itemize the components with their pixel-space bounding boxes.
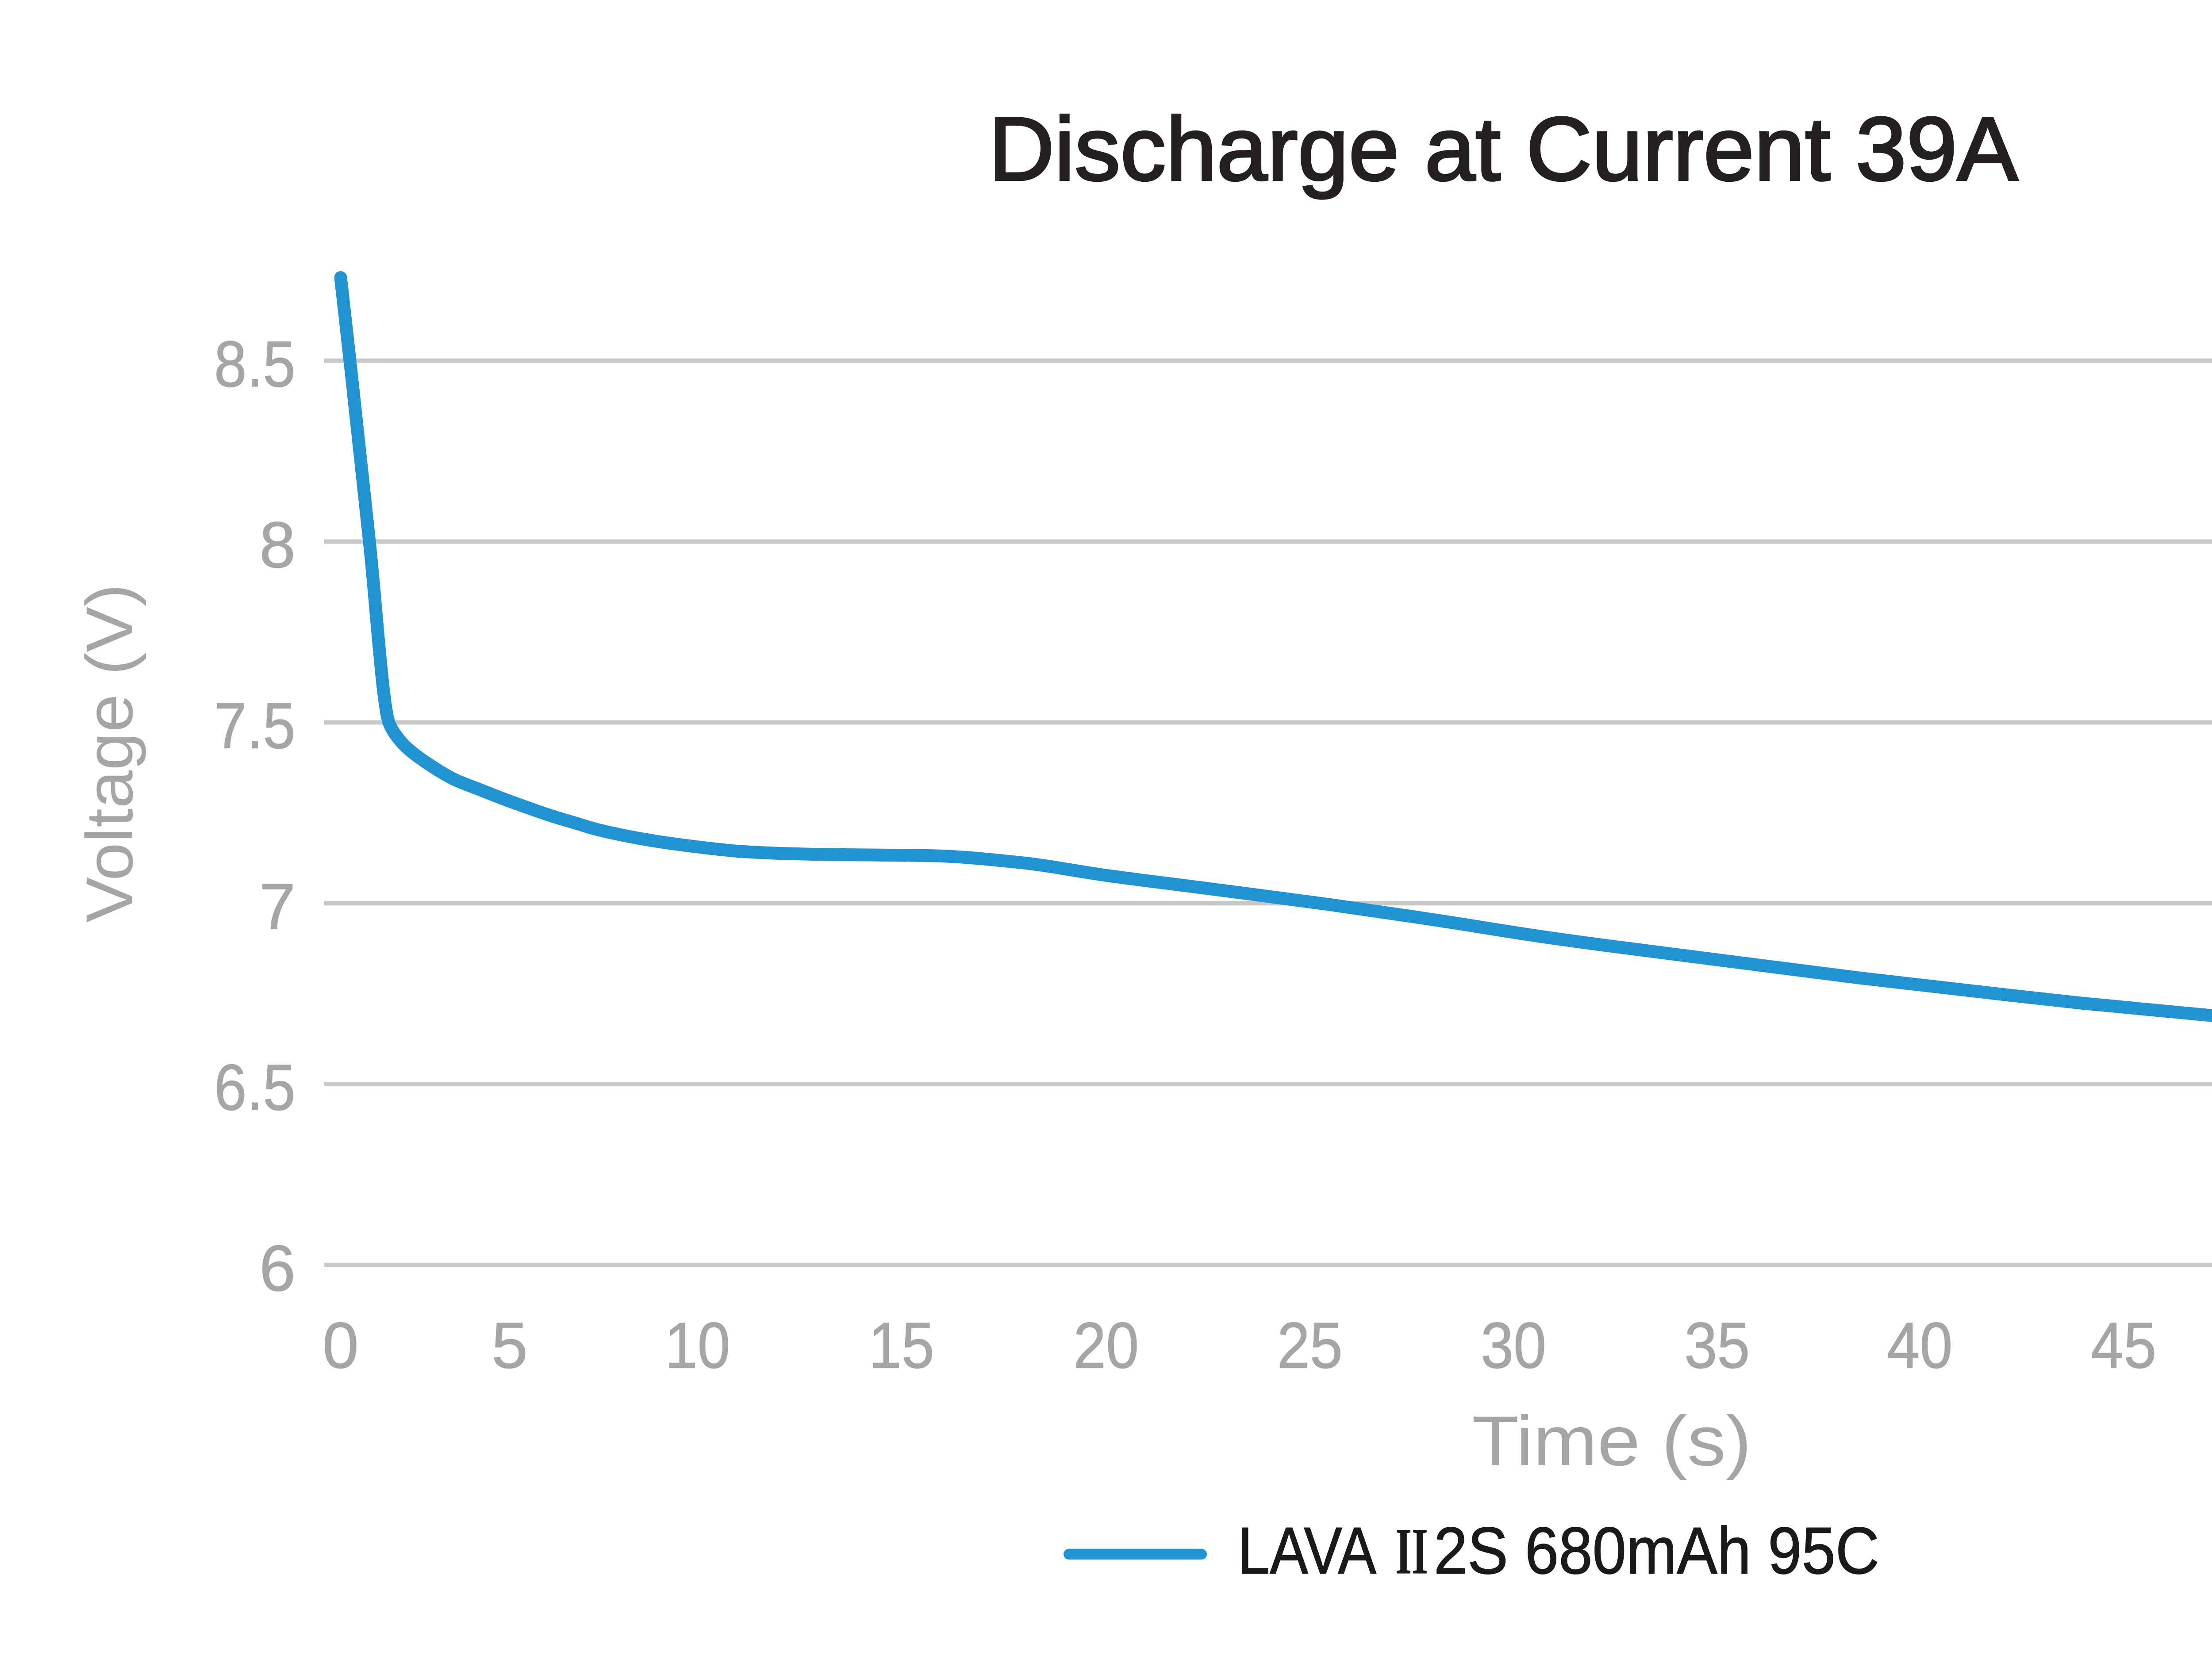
svg-text:Discharge at Current 39A: Discharge at Current 39A xyxy=(989,99,2018,199)
svg-text:2S 680mAh 95C: 2S 680mAh 95C xyxy=(1434,1513,1879,1588)
svg-text:II: II xyxy=(1395,1515,1428,1588)
svg-text:5: 5 xyxy=(492,1310,528,1382)
svg-text:6.5: 6.5 xyxy=(214,1051,296,1124)
svg-text:25: 25 xyxy=(1277,1310,1343,1382)
svg-text:Time (s): Time (s) xyxy=(1472,1401,1751,1480)
svg-text:40: 40 xyxy=(1887,1310,1953,1382)
svg-text:7: 7 xyxy=(259,870,296,943)
svg-text:30: 30 xyxy=(1481,1310,1546,1382)
svg-text:10: 10 xyxy=(665,1310,730,1382)
svg-text:45: 45 xyxy=(2091,1310,2156,1382)
svg-text:8.5: 8.5 xyxy=(214,328,296,401)
svg-text:35: 35 xyxy=(1684,1310,1750,1382)
svg-text:7.5: 7.5 xyxy=(214,690,296,762)
svg-text:Voltage (V): Voltage (V) xyxy=(72,584,146,923)
svg-text:6: 6 xyxy=(259,1232,296,1305)
svg-text:0: 0 xyxy=(323,1310,359,1382)
svg-text:20: 20 xyxy=(1073,1310,1139,1382)
svg-text:8: 8 xyxy=(259,509,296,582)
svg-text:15: 15 xyxy=(869,1310,934,1382)
svg-text:LAVA: LAVA xyxy=(1238,1513,1376,1588)
